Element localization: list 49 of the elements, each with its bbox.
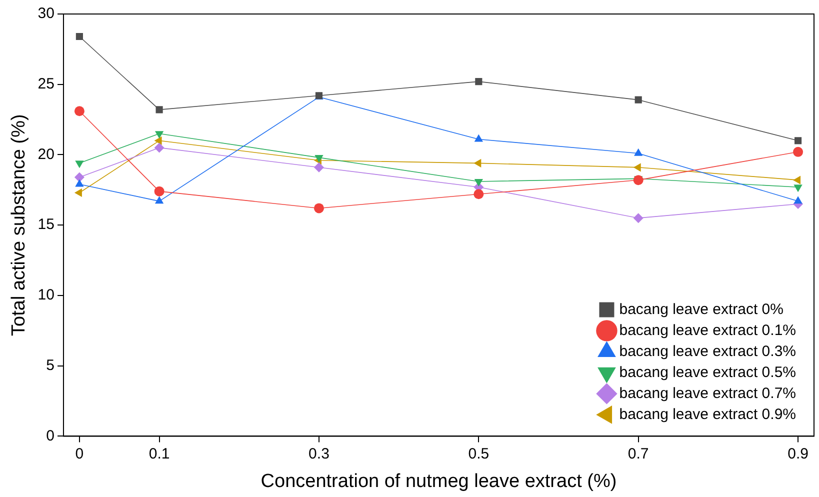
y-tick-label: 10 <box>38 286 54 304</box>
legend-label: bacang leave extract 0% <box>619 300 784 318</box>
y-tick-label: 30 <box>38 5 54 22</box>
point <box>74 106 84 116</box>
x-tick-label: 0 <box>75 445 84 462</box>
x-tick-label: 0.1 <box>148 445 170 462</box>
point <box>474 134 483 142</box>
point <box>474 189 484 200</box>
point <box>793 146 804 157</box>
y-axis-title: Total active substance (%) <box>8 114 30 336</box>
legend-label: bacang leave extract 0.1% <box>619 322 796 339</box>
x-tick-label: 0.5 <box>468 445 490 462</box>
point <box>633 213 644 224</box>
point <box>154 186 164 196</box>
legend-label: bacang leave extract 0.7% <box>619 384 796 402</box>
point <box>154 136 162 145</box>
point <box>634 96 642 104</box>
point <box>314 162 324 172</box>
legend-label: bacang leave extract 0.3% <box>619 342 796 360</box>
y-tick-label: 15 <box>38 216 54 234</box>
point <box>794 184 802 192</box>
point <box>75 179 84 187</box>
y-tick-label: 5 <box>46 356 54 374</box>
point <box>74 172 84 182</box>
x-axis-title: Concentration of nutmeg leave extract (%) <box>260 470 617 492</box>
y-tick-label: 0 <box>46 427 54 444</box>
point <box>156 106 163 114</box>
x-tick-label: 0.9 <box>788 445 808 462</box>
y-tick-label: 20 <box>38 146 54 163</box>
point <box>474 178 483 186</box>
x-tick-label: 0.3 <box>308 445 330 462</box>
point <box>474 158 482 168</box>
point <box>794 196 802 204</box>
point <box>75 160 84 168</box>
point <box>74 188 82 198</box>
point <box>314 203 324 214</box>
point <box>154 142 164 153</box>
point <box>475 78 482 86</box>
point <box>154 131 164 139</box>
point <box>793 176 801 184</box>
point <box>76 32 83 40</box>
legend-label: bacang leave extract 0.9% <box>619 406 796 423</box>
point <box>634 148 643 156</box>
point <box>633 163 641 172</box>
x-tick-label: 0.7 <box>628 445 649 462</box>
point <box>794 137 802 144</box>
y-tick-label: 25 <box>38 76 54 93</box>
legend-label: bacang leave extract 0.5% <box>619 364 796 381</box>
point <box>154 196 164 204</box>
